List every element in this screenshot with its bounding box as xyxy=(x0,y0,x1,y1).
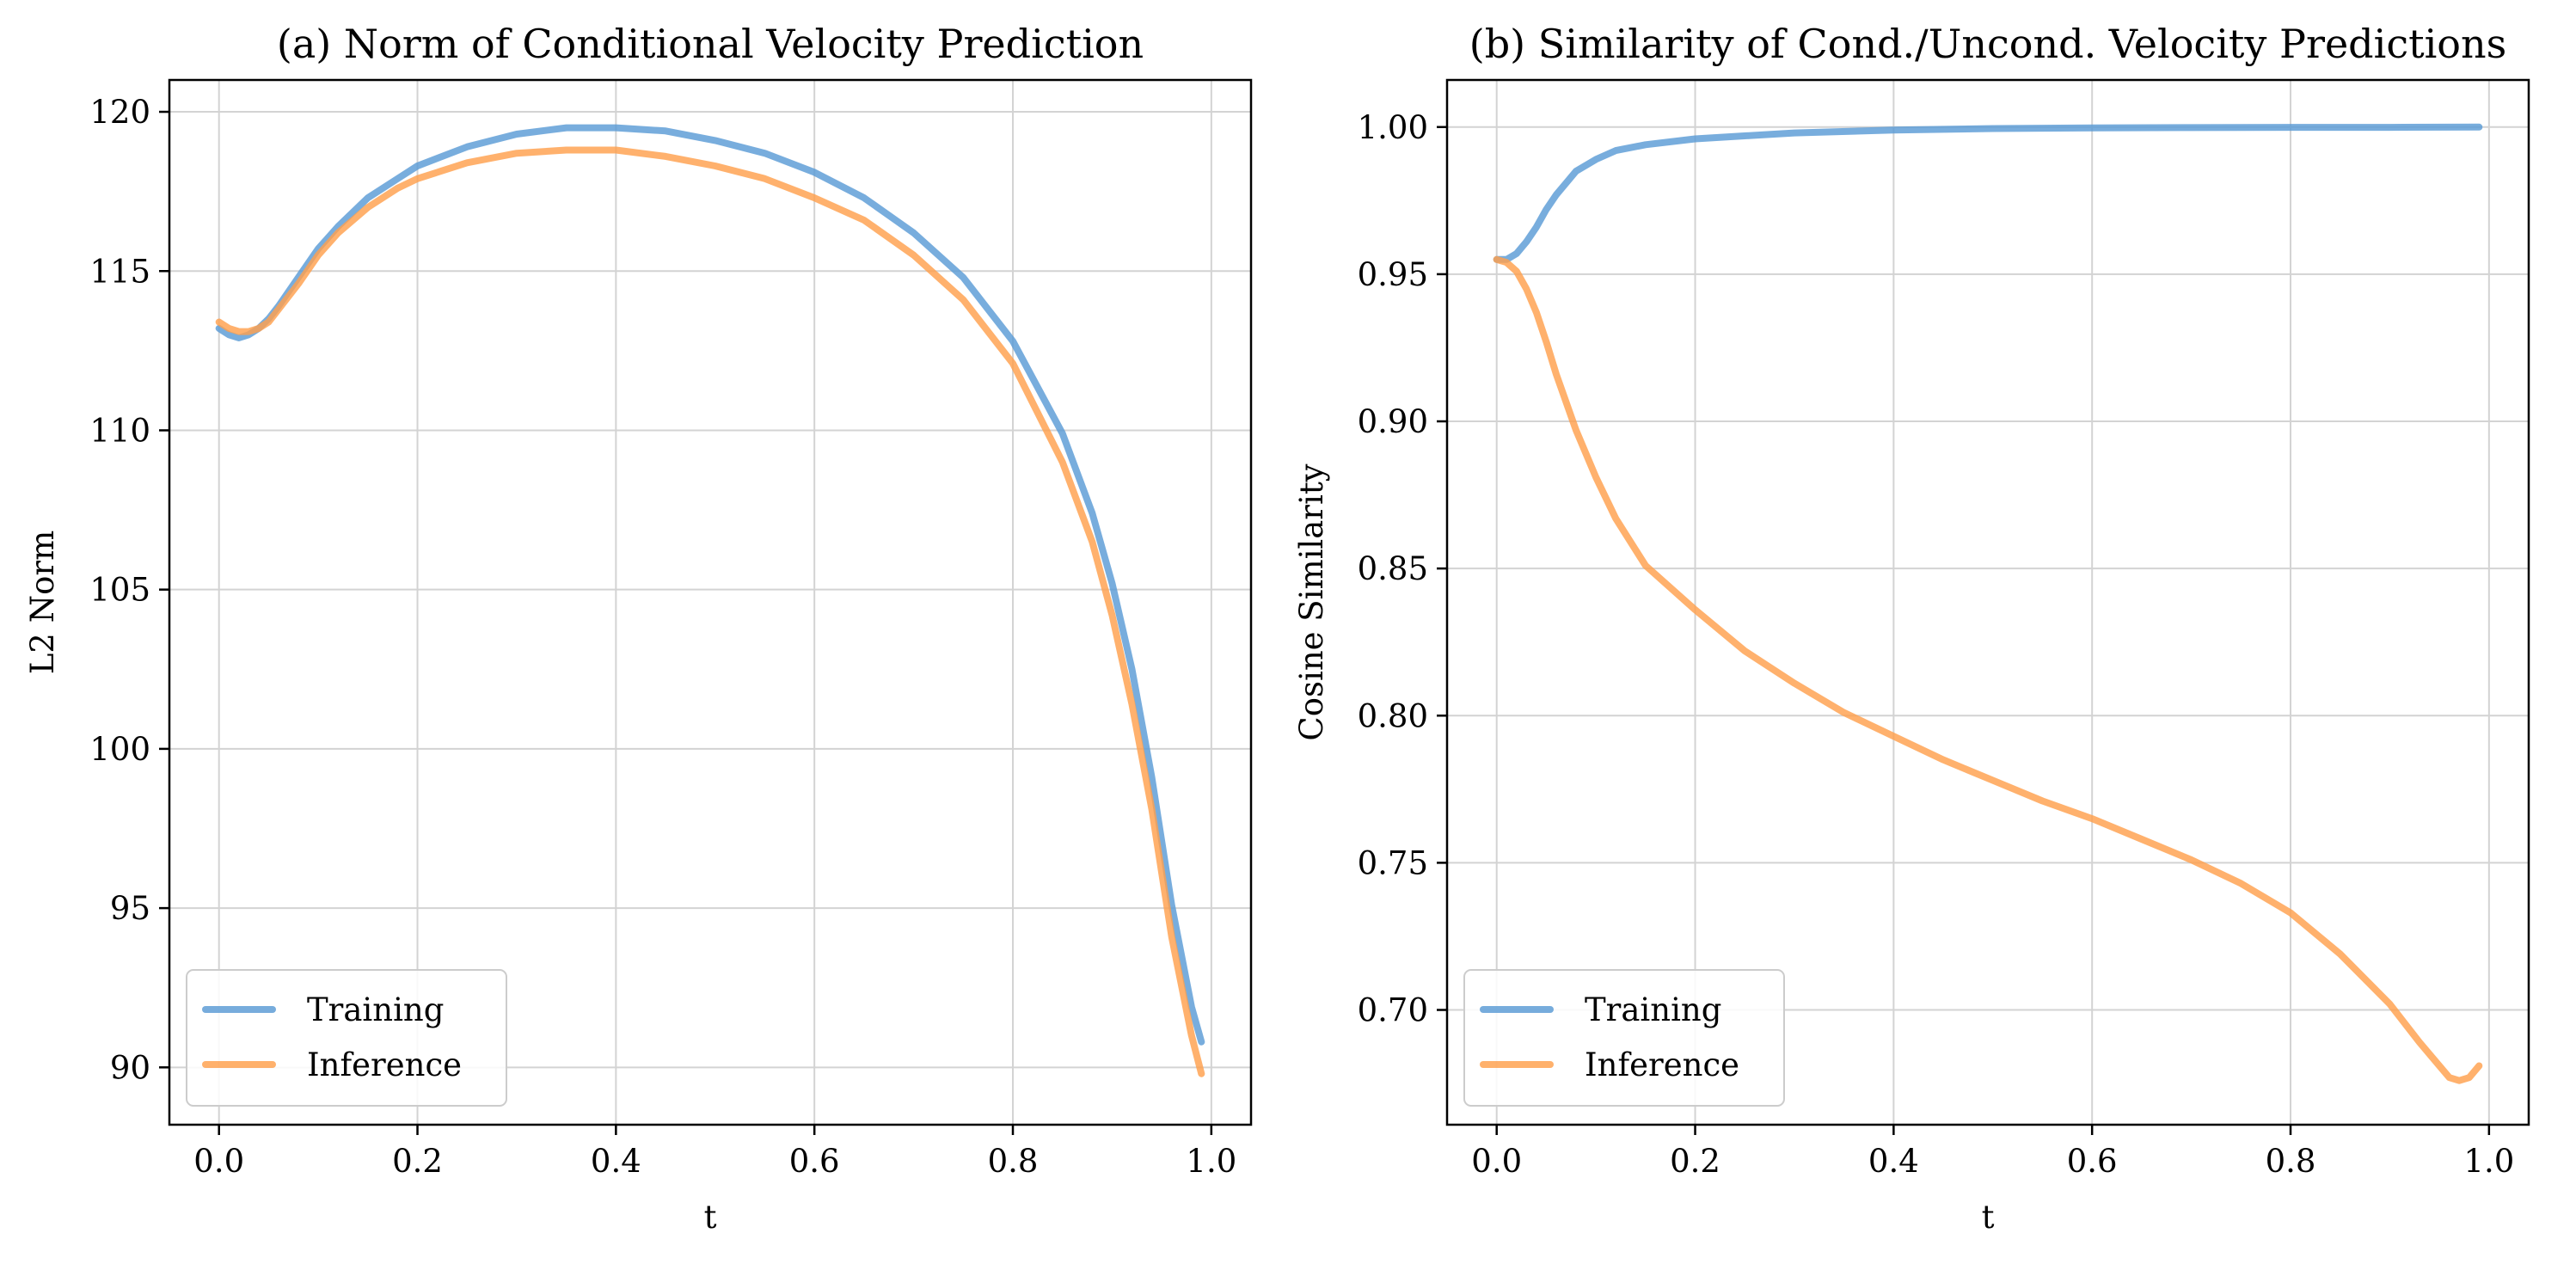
chart-title: (b) Similarity of Cond./Uncond. Velocity… xyxy=(1469,21,2506,67)
chart-title: (a) Norm of Conditional Velocity Predict… xyxy=(277,21,1144,67)
legend-label-inference: Inference xyxy=(1585,1046,1739,1083)
y-tick-label: 0.85 xyxy=(1358,550,1428,587)
x-tick-label: 0.2 xyxy=(392,1143,443,1180)
y-tick-label: 0.70 xyxy=(1358,992,1428,1029)
legend-label-inference: Inference xyxy=(307,1046,462,1083)
x-axis-label: t xyxy=(1982,1199,1995,1236)
x-tick-label: 0.6 xyxy=(2067,1143,2118,1180)
gridlines xyxy=(1447,80,2529,1125)
x-tick-label: 0.0 xyxy=(193,1143,244,1180)
y-tick-label: 95 xyxy=(110,890,150,927)
axes-frame xyxy=(1445,78,2530,1126)
y-tick-label: 90 xyxy=(110,1049,150,1086)
x-tick-label: 0.4 xyxy=(591,1143,641,1180)
y-tick-label: 0.90 xyxy=(1358,403,1428,440)
y-axis-label: Cosine Similarity xyxy=(1293,463,1330,740)
series-group xyxy=(215,124,1205,1077)
x-tick-label: 1.0 xyxy=(1186,1143,1236,1180)
x-tick-label: 0.8 xyxy=(988,1143,1039,1180)
y-tick-label: 105 xyxy=(89,572,150,609)
y-tick-label: 0.75 xyxy=(1358,844,1428,881)
x-tick-label: 0.0 xyxy=(1471,1143,1522,1180)
series-group xyxy=(1493,123,2483,1084)
y-tick-label: 100 xyxy=(89,731,150,768)
y-tick-label: 110 xyxy=(89,412,150,449)
x-tick-label: 0.6 xyxy=(789,1143,840,1180)
y-tick-label: 1.00 xyxy=(1358,109,1428,146)
x-tick-label: 0.8 xyxy=(2266,1143,2316,1180)
x-tick-label: 1.0 xyxy=(2463,1143,2514,1180)
gridlines xyxy=(169,80,1251,1125)
legend: Training Inference xyxy=(1463,969,1785,1107)
y-tick-label: 0.80 xyxy=(1358,697,1428,734)
axes-frame xyxy=(168,78,1253,1126)
x-axis-label: t xyxy=(704,1199,717,1236)
legend-box xyxy=(186,969,507,1107)
ticks: 0.0 0.2 0.4 0.6 0.8 1.0 90 95 100 105 110 115 120 xyxy=(89,94,1236,1180)
legend-box xyxy=(1463,969,1785,1107)
x-tick-label: 0.2 xyxy=(1670,1143,1720,1180)
chart-a-l2-norm: 0.0 0.2 0.4 0.6 0.8 1.0 90 95 100 105 110 115 120 (a… xyxy=(24,21,1253,1236)
legend-label-training: Training xyxy=(1585,991,1721,1028)
legend-label-training: Training xyxy=(307,991,444,1028)
x-tick-label: 0.4 xyxy=(1868,1143,1919,1180)
y-tick-label: 115 xyxy=(89,253,150,290)
series-line-training xyxy=(1493,123,2483,263)
y-tick-label: 120 xyxy=(89,94,150,131)
series-line-inference xyxy=(215,146,1205,1077)
ticks: 0.0 0.2 0.4 0.6 0.8 1.0 0.70 0.75 0.80 0.85 0.90 0.… xyxy=(1358,109,2515,1180)
series-line-training xyxy=(215,124,1205,1046)
legend: Training Inference xyxy=(186,969,507,1107)
y-tick-label: 0.95 xyxy=(1358,256,1428,293)
y-axis-label: L2 Norm xyxy=(24,531,61,674)
series-line-inference xyxy=(1493,255,2483,1084)
chart-b-cosine-similarity: 0.0 0.2 0.4 0.6 0.8 1.0 0.70 0.75 0.80 0.85 0.90 0.… xyxy=(1293,21,2530,1236)
